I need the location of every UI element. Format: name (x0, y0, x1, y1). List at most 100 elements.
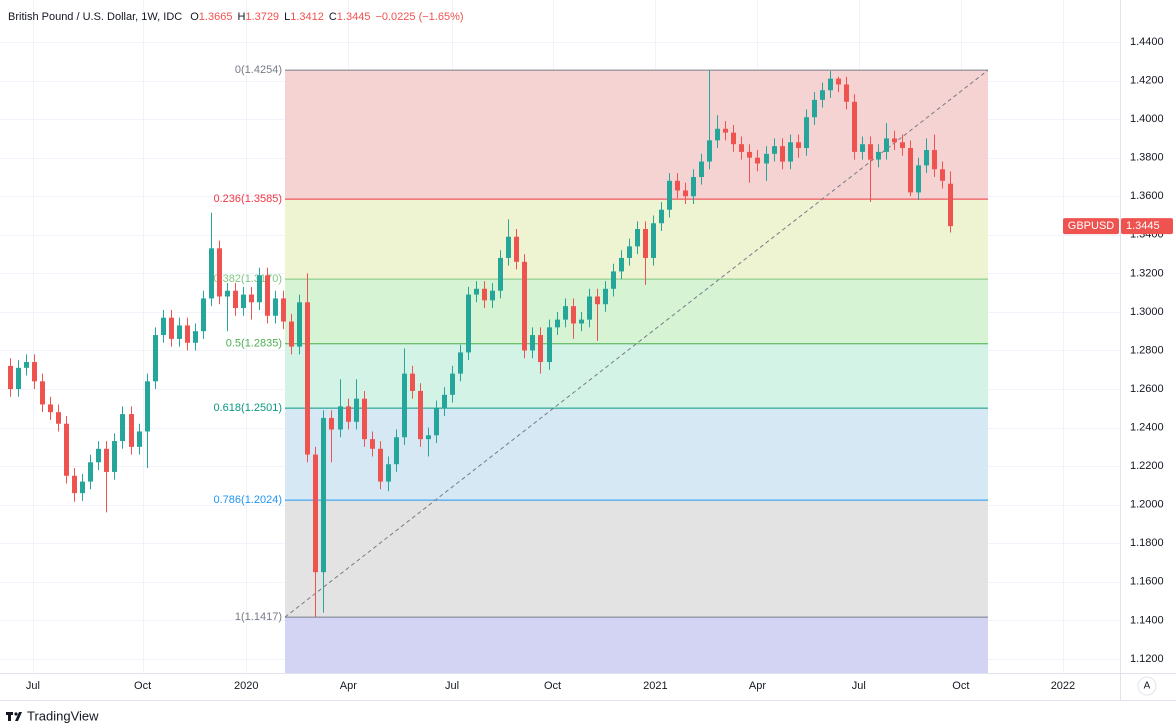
y-tick-label: 1.4200 (1130, 74, 1164, 86)
candle-body (370, 439, 375, 449)
candle-body (273, 298, 278, 316)
candle-body (466, 294, 471, 353)
candle-body (193, 331, 198, 343)
candle-body (627, 246, 632, 258)
candle-body (788, 142, 793, 162)
candle-body (217, 248, 222, 297)
x-tick-label: 2022 (1051, 680, 1075, 692)
candle-body (362, 398, 367, 440)
fib-band (285, 70, 988, 200)
candle-body (56, 412, 61, 424)
y-tick-label: 1.3600 (1130, 190, 1164, 202)
ohlc-value: 1.3665 (199, 11, 233, 23)
candle-body (378, 448, 383, 482)
candle-body (764, 153, 769, 164)
auto-scale-label[interactable]: A (1144, 681, 1151, 692)
candle-body (587, 296, 592, 320)
candle-body (88, 462, 93, 482)
last-price-label: 1.3445 (1126, 220, 1160, 232)
fib-level-label: 0.786(1.2024) (214, 494, 283, 506)
candle-body (860, 144, 865, 152)
candle-body (442, 394, 447, 409)
candle-body (924, 149, 929, 166)
candle-body (715, 128, 720, 141)
candle-body (651, 223, 656, 258)
symbol-tag-label: GBPUSD (1068, 220, 1115, 232)
fib-level-label: 0.5(1.2835) (226, 338, 282, 350)
candle-body (346, 406, 351, 422)
candle-body (739, 144, 744, 152)
candle-body (563, 306, 568, 320)
candle-body (555, 319, 560, 328)
candle-body (812, 99, 817, 118)
y-tick-label: 1.2400 (1130, 421, 1164, 433)
candle-body (321, 417, 326, 573)
x-tick-label: Oct (952, 680, 969, 692)
fib-band (285, 279, 988, 344)
candle-body (161, 317, 166, 336)
candle-body (426, 435, 431, 440)
fib-level-label: 1(1.1417) (235, 611, 282, 623)
candle-body (932, 149, 937, 170)
candle-body (723, 128, 728, 133)
candle-body (868, 144, 873, 160)
x-tick-label: 2020 (234, 680, 258, 692)
candle-body (916, 165, 921, 193)
candle-body (169, 317, 174, 339)
x-tick-label: Apr (749, 680, 766, 692)
candle-body (836, 78, 841, 85)
candle-body (418, 390, 423, 440)
candle-body (643, 229, 648, 258)
candle-body (707, 140, 712, 162)
y-tick-label: 1.2200 (1130, 460, 1164, 472)
candle-body (699, 161, 704, 177)
candle-body (796, 142, 801, 149)
candle-body (747, 151, 752, 158)
candle-body (450, 373, 455, 395)
y-tick-label: 1.3800 (1130, 152, 1164, 164)
auto-scale-button[interactable] (1137, 676, 1157, 696)
candle-body (820, 90, 825, 100)
ohlc-value: 1.3445 (337, 11, 371, 23)
candle-body (611, 271, 616, 289)
fib-band (285, 500, 988, 618)
candle-body (72, 475, 77, 494)
candle-body (691, 176, 696, 197)
candle-body (137, 431, 142, 447)
fib-level-label: 0(1.4254) (235, 64, 282, 76)
candle-body (522, 261, 527, 351)
ohlc-key: L (284, 11, 290, 23)
candle-body (112, 441, 117, 472)
candle-body (40, 381, 45, 405)
symbol-tag (1063, 218, 1119, 235)
y-tick-label: 1.1400 (1130, 614, 1164, 626)
candle-body (233, 290, 238, 309)
x-tick-label: 2021 (643, 680, 667, 692)
candle-body (940, 169, 945, 181)
ohlc-key: O (190, 11, 199, 23)
candle-body (297, 302, 302, 347)
candle-body (900, 142, 905, 149)
candle-body (48, 404, 53, 413)
candle-body (547, 327, 552, 363)
symbol-title: British Pound / U.S. Dollar, 1W, IDC (8, 11, 182, 23)
candle-body (514, 236, 519, 262)
candle-body (683, 190, 688, 197)
candle-body (225, 290, 230, 297)
candle-body (16, 367, 21, 390)
candle-body (876, 151, 881, 160)
ohlc-key: H (237, 11, 245, 23)
y-tick-label: 1.4000 (1130, 113, 1164, 125)
candle-body (241, 294, 246, 309)
y-tick-label: 1.3000 (1130, 306, 1164, 318)
candle-body (892, 138, 897, 143)
y-tick-label: 1.2800 (1130, 344, 1164, 356)
ohlc-value: 1.3412 (290, 11, 324, 23)
price-axis (1120, 0, 1176, 700)
candle-body (80, 481, 85, 494)
y-tick-label: 1.1800 (1130, 537, 1164, 549)
candle-body (410, 373, 415, 391)
candle-body (305, 302, 310, 455)
candle-body (852, 101, 857, 152)
